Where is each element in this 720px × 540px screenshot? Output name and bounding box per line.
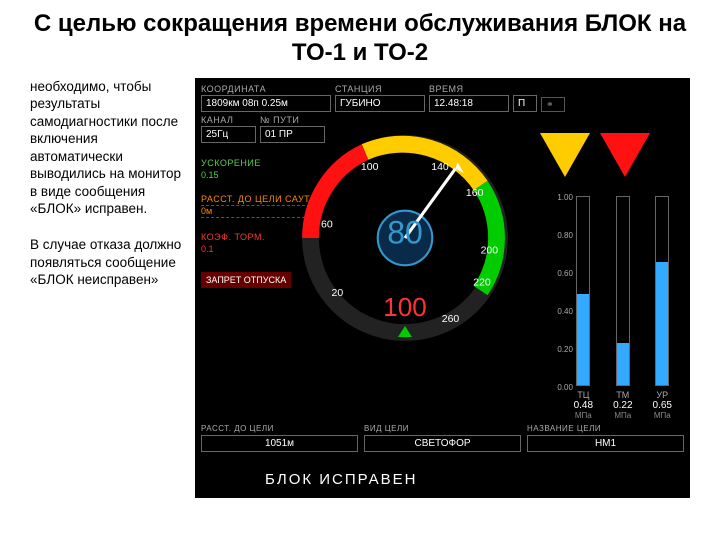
bar-УР: УР0.65МПа (653, 196, 672, 420)
svg-text:200: 200 (481, 244, 499, 256)
dashboard-panel: КООРДИНАТА 1809км 08п 0.25м СТАНЦИЯ ГУБИ… (195, 78, 690, 498)
path-label: № ПУТИ (260, 115, 325, 125)
header-row: КООРДИНАТА 1809км 08п 0.25м СТАНЦИЯ ГУБИ… (201, 84, 684, 112)
svg-text:20: 20 (332, 286, 344, 298)
station-value: ГУБИНО (335, 95, 425, 112)
dist-label: РАССТ. ДО ЦЕЛИ САУТ (201, 194, 310, 206)
speed-gauge: 20 60 100 140 160 200 220 260 80 100 (300, 133, 510, 343)
kanal-value: 25Гц (201, 126, 256, 143)
target-name-value: НМ1 (527, 435, 684, 452)
usk-label: УСКОРЕНИЕ (201, 158, 261, 168)
svg-text:260: 260 (442, 313, 460, 325)
yellow-triangle-icon (540, 133, 590, 177)
svg-text:160: 160 (466, 187, 484, 199)
left-text: необходимо, чтобы результаты самодиагнос… (30, 78, 185, 498)
dist-value: 0м (201, 206, 310, 218)
speed-value: 80 (387, 215, 423, 252)
status-message: БЛОК ИСПРАВЕН (265, 471, 418, 488)
paragraph-1: необходимо, чтобы результаты самодиагнос… (30, 78, 185, 218)
svg-text:220: 220 (473, 276, 491, 288)
time-label: ВРЕМЯ (429, 84, 509, 94)
slide-title: С целью сокращения времени обслуживания … (30, 10, 690, 68)
target-type-label: ВИД ЦЕЛИ (364, 424, 409, 433)
koef-value: 0.1 (201, 244, 310, 254)
target-name-label: НАЗВАНИЕ ЦЕЛИ (527, 424, 601, 433)
red-triangle-icon (600, 133, 650, 177)
bottom-row: РАССТ. ДО ЦЕЛИ 1051м ВИД ЦЕЛИ СВЕТОФОР НАЗ… (201, 423, 684, 452)
kanal-label: КАНАЛ (201, 115, 256, 125)
link-icon[interactable]: ⚭ (541, 97, 565, 112)
coord-value: 1809км 08п 0.25м (201, 95, 331, 112)
dist2-value: 1051м (201, 435, 358, 452)
mode-p[interactable]: П (513, 95, 537, 112)
bar-ТЦ: 1.000.800.600.400.200.00ТЦ0.48МПа (574, 196, 593, 420)
usk-value: 0.15 (201, 170, 310, 180)
bar-ТМ: ТМ0.22МПа (613, 196, 632, 420)
coord-label: КООРДИНАТА (201, 84, 331, 94)
pressure-bars: 1.000.800.600.400.200.00ТЦ0.48МПа ТМ0.22М… (574, 196, 672, 420)
svg-text:60: 60 (321, 218, 333, 230)
station-label: СТАНЦИЯ (335, 84, 425, 94)
green-triangle-icon (398, 326, 412, 337)
side-labels: УСКОРЕНИЕ 0.15 РАССТ. ДО ЦЕЛИ САУТ0м КОЭФ… (201, 158, 310, 288)
dist2-label: РАССТ. ДО ЦЕЛИ (201, 424, 274, 433)
svg-text:100: 100 (361, 160, 379, 172)
koef-label: КОЭФ. ТОРМ. (201, 232, 265, 242)
time-value: 12.48:18 (429, 95, 509, 112)
target-value: 100 (383, 292, 426, 323)
svg-text:140: 140 (431, 160, 449, 172)
zapret-badge: ЗАПРЕТ ОТПУСКА (201, 272, 291, 288)
paragraph-2: В случае отказа должно появляться сообще… (30, 236, 185, 289)
target-type-value: СВЕТОФОР (364, 435, 521, 452)
